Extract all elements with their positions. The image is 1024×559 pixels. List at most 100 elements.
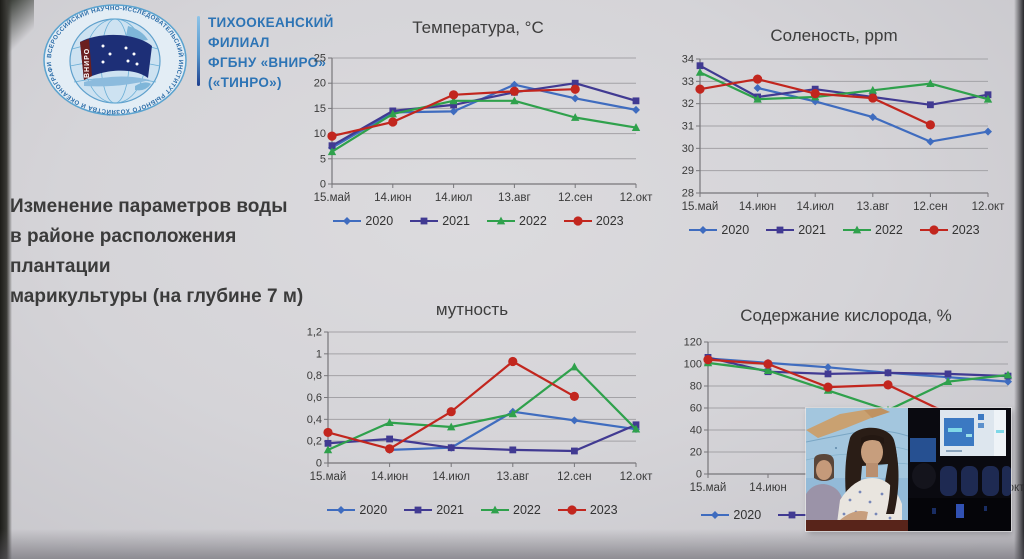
svg-text:15.май: 15.май xyxy=(314,192,351,204)
legend-item-2020: 2020 xyxy=(688,223,749,237)
gridlines xyxy=(700,58,988,194)
caption-line: Изменение параметров воды xyxy=(10,196,288,217)
svg-text:5: 5 xyxy=(320,153,326,165)
series-2020 xyxy=(704,354,1012,386)
temperature-legend: 2020 2021 2022 2023 xyxy=(308,214,648,228)
svg-text:12.сен: 12.сен xyxy=(913,201,947,213)
photo-edge-right xyxy=(1014,0,1024,559)
legend-label: 2023 xyxy=(951,223,980,237)
svg-text:1,2: 1,2 xyxy=(307,327,322,339)
turbidity-chart: мутность 0 0,2 0,4 0,6 0,8 1 1,2 15.май 14.июн 14… xyxy=(300,300,653,517)
legend-item-2021: 2021 xyxy=(409,214,470,228)
webcam-room-scene xyxy=(806,408,909,531)
svg-text:14.июн: 14.июн xyxy=(374,192,411,204)
svg-text:120: 120 xyxy=(684,337,702,349)
legend-item-2020: 2020 xyxy=(700,508,761,522)
vniro-logo: ВНИРО ВСЕРОССИЙСКИЙ НАУЧНО-ИССЛЕДОВАТЕЛЬ… xyxy=(40,4,187,116)
webcam-video-frame xyxy=(806,408,1011,531)
svg-text:15.май: 15.май xyxy=(310,471,347,483)
turbidity-legend: 2020 2021 2022 2023 xyxy=(300,503,644,517)
svg-text:28: 28 xyxy=(682,188,694,200)
legend-label: 2021 xyxy=(798,223,826,237)
turbidity-plot: 0 0,2 0,4 0,6 0,8 1 1,2 15.май 14.июн 14.июл 13.ав… xyxy=(307,327,653,484)
svg-text:0,4: 0,4 xyxy=(307,414,322,426)
legend-item-2023: 2023 xyxy=(563,214,624,228)
legend-item-2020: 2020 xyxy=(332,214,393,228)
axes: 0 5 10 15 20 25 15.май 14.июн 14.июл 13.авг 12.сен… xyxy=(314,53,653,205)
branch-line: ФГБНУ «ВНИРО» xyxy=(208,55,327,70)
flag-text: ВНИРО xyxy=(84,48,91,78)
legend-item-2021: 2021 xyxy=(765,223,826,237)
legend-item-2022: 2022 xyxy=(480,503,541,517)
salinity-chart-title: Соленость, ppm xyxy=(770,26,898,45)
series-2023 xyxy=(327,84,580,141)
temperature-plot: 0 5 10 15 20 25 15.май 14.июн 14.июл 13.авг 12.сен… xyxy=(314,53,653,205)
photo-edge-bottom xyxy=(0,529,1024,559)
slide-caption: Изменение параметров воды в районе распо… xyxy=(10,192,330,312)
axes: 0 0,2 0,4 0,6 0,8 1 1,2 15.май 14.июн 14.июл 13.ав… xyxy=(307,327,653,484)
svg-text:29: 29 xyxy=(682,165,694,177)
branch-line: ФИЛИАЛ xyxy=(208,35,270,50)
legend-label: 2022 xyxy=(875,223,903,237)
svg-text:15.май: 15.май xyxy=(682,201,719,213)
svg-text:14.июл: 14.июл xyxy=(435,192,473,204)
branch-line: ТИХООКЕАНСКИЙ xyxy=(208,15,334,30)
branch-line: («ТИНРО») xyxy=(208,75,282,90)
svg-text:34: 34 xyxy=(682,54,694,66)
legend-label: 2021 xyxy=(442,214,470,228)
svg-text:0: 0 xyxy=(696,469,702,481)
salinity-legend: 2020 2021 2022 2023 xyxy=(672,223,996,237)
svg-text:14.июн: 14.июн xyxy=(371,471,408,483)
svg-text:13.авг: 13.авг xyxy=(496,471,529,483)
svg-text:60: 60 xyxy=(690,403,702,415)
svg-text:100: 100 xyxy=(684,359,702,371)
legend-label: 2020 xyxy=(359,503,388,517)
series-2022 xyxy=(695,68,993,103)
oxygen-chart-title: Содержание кислорода, % xyxy=(740,306,952,325)
svg-text:12.окт: 12.окт xyxy=(620,471,654,483)
brand-divider xyxy=(197,16,200,86)
svg-text:13.авг: 13.авг xyxy=(498,192,531,204)
svg-text:80: 80 xyxy=(690,381,702,393)
svg-text:0,6: 0,6 xyxy=(307,392,322,404)
svg-text:0,2: 0,2 xyxy=(307,436,322,448)
svg-text:40: 40 xyxy=(690,425,702,437)
caption-line: марикультуры (на глубине 7 м) xyxy=(10,286,304,307)
svg-text:0: 0 xyxy=(320,179,326,191)
svg-text:0: 0 xyxy=(316,458,322,470)
svg-text:25: 25 xyxy=(314,53,326,65)
series-2023 xyxy=(695,74,935,130)
svg-text:12.окт: 12.окт xyxy=(972,201,1006,213)
silhouette-head xyxy=(912,463,936,489)
axes: 28 29 30 31 32 33 34 15.май 14.июн 14.июл 13.авг 12… xyxy=(682,54,1005,214)
svg-text:30: 30 xyxy=(682,143,694,155)
turbidity-chart-title: мутность xyxy=(435,300,509,319)
svg-text:15: 15 xyxy=(314,103,326,115)
map-land-shape xyxy=(806,410,876,438)
salinity-plot: 28 29 30 31 32 33 34 15.май 14.июн 14.июл 13.авг 12… xyxy=(682,54,1005,214)
legend-label: 2021 xyxy=(436,503,464,517)
webcam-auditorium-scene xyxy=(908,408,1011,531)
svg-text:20: 20 xyxy=(690,447,702,459)
webcam-person-secondary xyxy=(806,454,842,526)
temperature-chart-title: Температура, °С xyxy=(412,18,544,37)
legend-item-2022: 2022 xyxy=(486,214,547,228)
series-2020 xyxy=(328,80,640,152)
legend-label: 2022 xyxy=(519,214,547,228)
svg-text:12.окт: 12.окт xyxy=(620,192,654,204)
svg-text:12.сен: 12.сен xyxy=(558,192,592,204)
series-2021 xyxy=(696,62,992,109)
webcam-person-main xyxy=(836,427,902,531)
webcam-overlay[interactable] xyxy=(806,408,1011,531)
legend-item-2023: 2023 xyxy=(557,503,618,517)
svg-text:15.май: 15.май xyxy=(690,482,727,494)
legend-label: 2020 xyxy=(721,223,750,237)
svg-text:12.сен: 12.сен xyxy=(557,471,591,483)
svg-text:14.июн: 14.июн xyxy=(739,201,776,213)
svg-text:20: 20 xyxy=(314,78,326,90)
legend-item-2023: 2023 xyxy=(919,223,980,237)
salinity-chart: Соленость, ppm 28 29 30 31 32 33 34 15.май 14.ию… xyxy=(672,26,1005,237)
legend-label: 2020 xyxy=(733,508,762,522)
svg-text:0,8: 0,8 xyxy=(307,370,322,382)
svg-text:14.июл: 14.июл xyxy=(796,201,834,213)
